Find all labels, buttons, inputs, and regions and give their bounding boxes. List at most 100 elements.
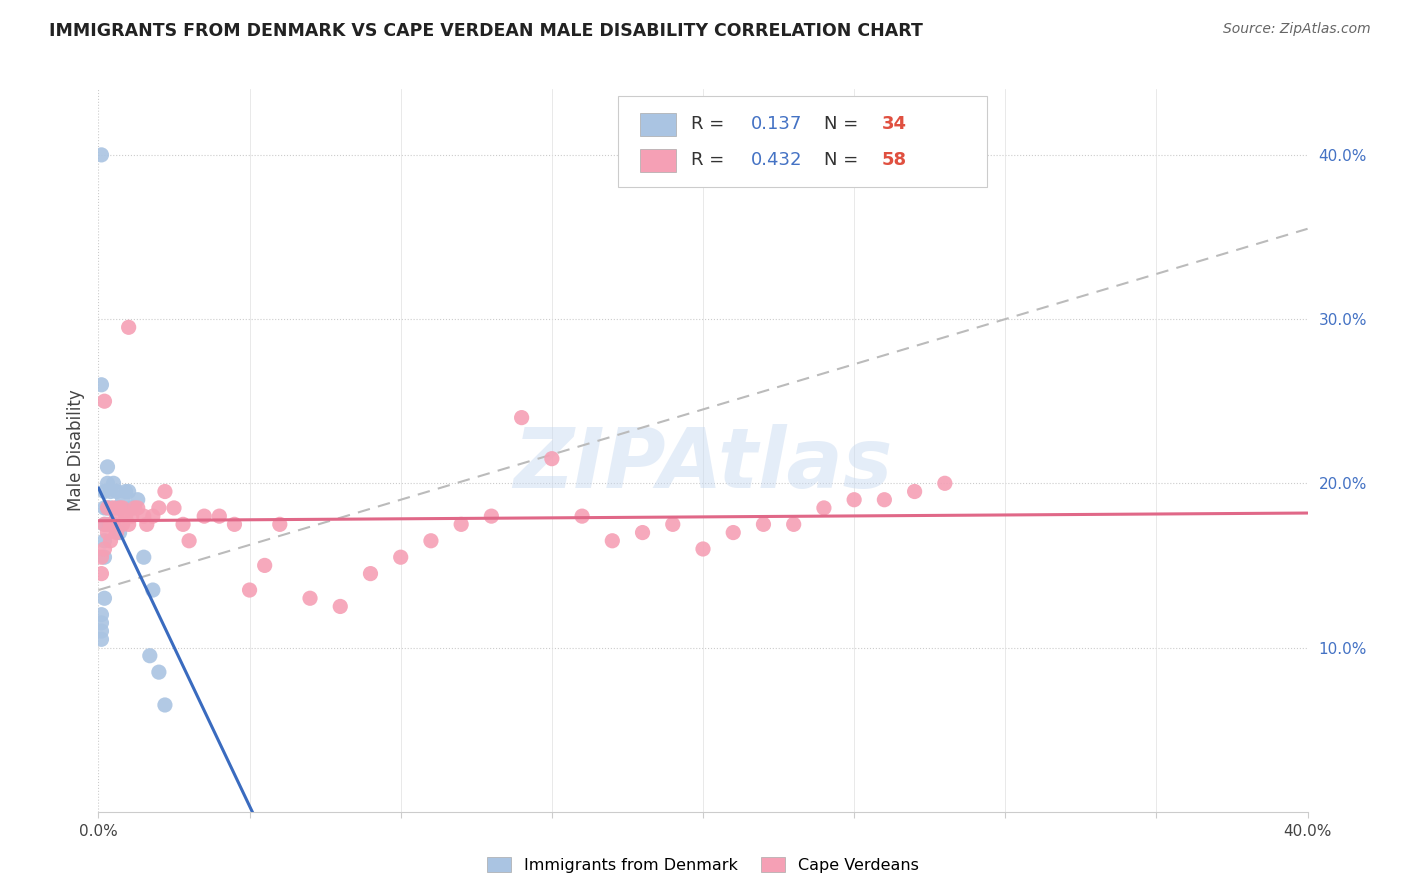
- Point: [631, 525, 654, 540]
- FancyBboxPatch shape: [640, 149, 676, 172]
- Point: [172, 517, 194, 532]
- Point: [269, 517, 291, 532]
- Text: N =: N =: [824, 151, 863, 169]
- Point: [135, 517, 157, 532]
- Point: [142, 582, 165, 597]
- Text: R =: R =: [690, 151, 730, 169]
- Point: [142, 509, 165, 524]
- Point: [540, 451, 562, 466]
- Point: [90, 632, 112, 647]
- Text: N =: N =: [824, 115, 863, 133]
- Point: [118, 484, 141, 499]
- Legend: Immigrants from Denmark, Cape Verdeans: Immigrants from Denmark, Cape Verdeans: [481, 851, 925, 880]
- Point: [132, 550, 155, 565]
- Point: [90, 148, 112, 162]
- Point: [661, 517, 683, 532]
- Text: IMMIGRANTS FROM DENMARK VS CAPE VERDEAN MALE DISABILITY CORRELATION CHART: IMMIGRANTS FROM DENMARK VS CAPE VERDEAN …: [49, 22, 924, 40]
- FancyBboxPatch shape: [640, 113, 676, 136]
- Point: [179, 533, 201, 548]
- Point: [904, 484, 927, 499]
- Point: [253, 558, 276, 573]
- Point: [111, 500, 134, 515]
- Point: [93, 517, 115, 532]
- Point: [193, 509, 215, 524]
- Point: [153, 484, 176, 499]
- Point: [692, 541, 714, 556]
- Point: [132, 509, 155, 524]
- Point: [121, 509, 143, 524]
- Point: [103, 517, 125, 532]
- Point: [111, 517, 134, 532]
- Point: [420, 533, 443, 548]
- Point: [96, 500, 118, 515]
- Point: [148, 665, 170, 680]
- Point: [510, 410, 533, 425]
- Text: 58: 58: [882, 151, 907, 169]
- Point: [100, 500, 122, 515]
- Point: [96, 476, 118, 491]
- Point: [105, 525, 128, 540]
- Point: [105, 509, 128, 524]
- Point: [100, 517, 122, 532]
- Point: [873, 492, 896, 507]
- Point: [105, 500, 128, 515]
- Point: [602, 533, 624, 548]
- Point: [124, 500, 146, 515]
- Point: [96, 517, 118, 532]
- Point: [100, 533, 122, 548]
- Point: [103, 476, 125, 491]
- Text: ZIPAtlas: ZIPAtlas: [513, 425, 893, 506]
- Text: Source: ZipAtlas.com: Source: ZipAtlas.com: [1223, 22, 1371, 37]
- Point: [121, 500, 143, 515]
- Point: [90, 607, 112, 622]
- Point: [108, 500, 131, 515]
- Point: [208, 509, 231, 524]
- Text: 0.432: 0.432: [751, 151, 803, 169]
- Point: [153, 698, 176, 712]
- Point: [93, 591, 115, 606]
- Point: [90, 550, 112, 565]
- Point: [299, 591, 322, 606]
- Point: [239, 582, 262, 597]
- Point: [96, 500, 118, 515]
- Point: [844, 492, 866, 507]
- Point: [481, 509, 503, 524]
- Text: R =: R =: [690, 115, 730, 133]
- Point: [360, 566, 382, 581]
- Y-axis label: Male Disability: Male Disability: [66, 390, 84, 511]
- Point: [93, 550, 115, 565]
- Point: [752, 517, 775, 532]
- Point: [723, 525, 745, 540]
- Point: [93, 394, 115, 409]
- Point: [96, 525, 118, 540]
- Point: [118, 320, 141, 334]
- Point: [224, 517, 246, 532]
- Point: [105, 484, 128, 499]
- Point: [114, 509, 136, 524]
- Point: [96, 459, 118, 474]
- Point: [163, 500, 186, 515]
- Point: [108, 500, 131, 515]
- Point: [783, 517, 806, 532]
- Point: [571, 509, 593, 524]
- Point: [93, 500, 115, 515]
- Point: [103, 500, 125, 515]
- Point: [93, 541, 115, 556]
- Point: [127, 500, 149, 515]
- Point: [329, 599, 352, 614]
- Point: [934, 476, 956, 491]
- Point: [127, 492, 149, 507]
- Point: [93, 484, 115, 499]
- Point: [450, 517, 472, 532]
- Text: 0.137: 0.137: [751, 115, 803, 133]
- Point: [90, 377, 112, 392]
- Point: [813, 500, 835, 515]
- Point: [139, 648, 162, 663]
- Point: [90, 624, 112, 639]
- FancyBboxPatch shape: [619, 96, 987, 186]
- Point: [100, 484, 122, 499]
- Point: [90, 566, 112, 581]
- Point: [90, 615, 112, 630]
- Point: [114, 484, 136, 499]
- Point: [148, 500, 170, 515]
